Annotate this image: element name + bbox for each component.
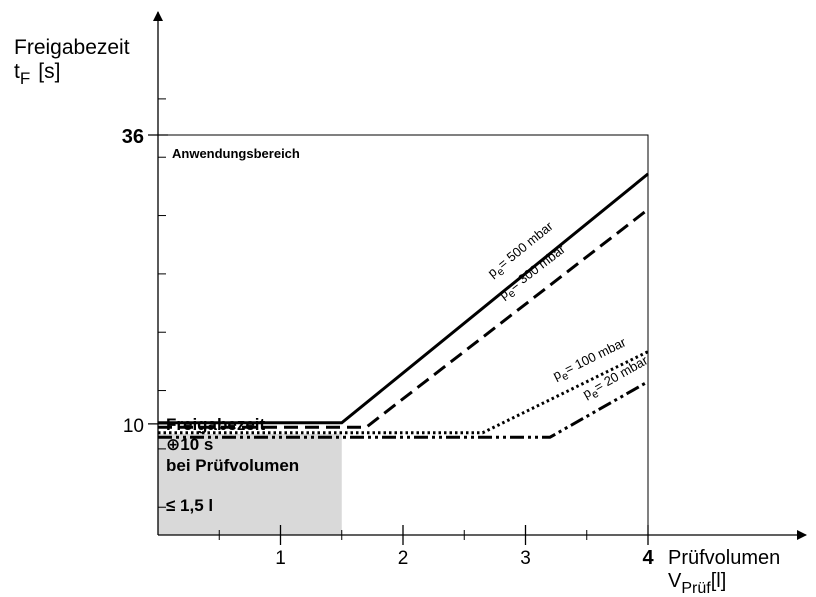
- series-line-3: [158, 380, 649, 439]
- shaded-region: [158, 433, 342, 535]
- y-axis-label: Freigabezeit: [14, 36, 130, 59]
- tick-labels: 1 2 3 4 10 36: [122, 126, 655, 569]
- x-tick-label: 4: [642, 547, 654, 569]
- x-axis-symbol: VPrüf[l]: [668, 570, 726, 597]
- y-tick-label: 10: [123, 416, 144, 437]
- application-region-frame: [158, 134, 649, 535]
- series-line-0: [158, 172, 649, 425]
- shaded-box-line-2: ⊕10 s: [166, 435, 213, 454]
- region-label: Anwendungsbereich: [172, 146, 300, 161]
- shaded-box-line-3: bei Prüfvolumen: [166, 456, 299, 475]
- shaded-box-line-1: Freigabezeit: [166, 415, 266, 434]
- minor-ticks: [158, 98, 588, 540]
- shaded-box-line-4: ≤ 1,5 l: [166, 496, 213, 515]
- y-tick-label: 36: [122, 126, 144, 148]
- x-axis-label: Prüfvolumen: [668, 547, 780, 569]
- series-line-1: [158, 208, 649, 429]
- series-lines: [158, 172, 649, 439]
- x-tick-label: 1: [275, 548, 286, 569]
- y-axis-symbol: tF [s]: [14, 60, 60, 88]
- x-tick-label: 3: [520, 548, 531, 569]
- series-line-2: [158, 350, 649, 435]
- x-tick-label: 2: [398, 548, 409, 569]
